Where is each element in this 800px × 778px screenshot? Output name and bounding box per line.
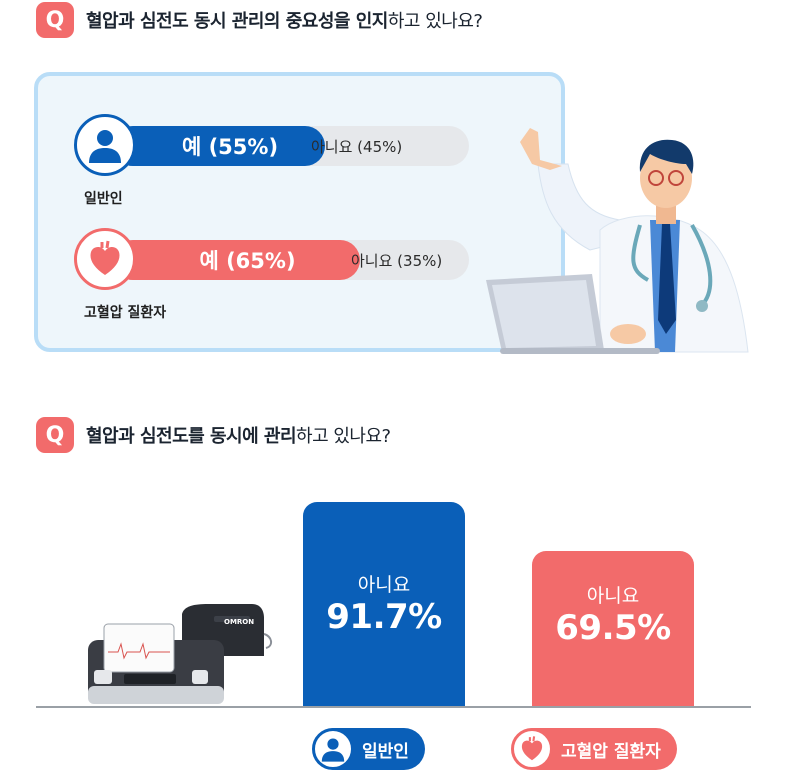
heart-icon [74,228,136,290]
category-label: 고혈압 질환자 [561,741,661,762]
no-label: 아니요 (35%) [351,251,443,270]
question-2-text: 혈압과 심전도를 동시에 관리하고 있나요? [86,422,391,448]
awareness-panel: 예 (55%) 아니요 (45%) 일반인 예 (65%) 아니요 (35%) … [34,72,565,352]
question-2-header: Q 혈압과 심전도를 동시에 관리하고 있나요? [36,417,391,453]
q-badge: Q [36,417,74,453]
q-badge: Q [36,2,74,38]
category-general: 일반인 [312,728,425,770]
bar-label: 아니요 [586,585,640,607]
chart-baseline [36,706,751,708]
question-1-bold: 혈압과 심전도 동시 관리의 중요성을 인지 [86,11,388,32]
yes-bar: 예 (55%) [113,126,325,166]
question-2-bold: 혈압과 심전도를 동시에 관리 [86,426,297,447]
question-1-text: 혈압과 심전도 동시 관리의 중요성을 인지하고 있나요? [86,7,483,33]
person-icon [312,728,354,770]
bar-value: 91.7% [326,597,442,637]
heart-icon [511,728,553,770]
bar: 아니요 69.5% [532,551,694,706]
no-label: 아니요 (45%) [311,137,403,156]
bar-label: 아니요 [357,574,411,596]
group-label: 일반인 [84,191,123,207]
person-icon [74,114,136,176]
omron-device-illustration: OMRON [88,604,272,704]
category-label: 일반인 [362,741,409,762]
question-2-normal: 하고 있나요? [296,426,391,447]
yes-bar: 예 (65%) [113,240,360,280]
doctor-illustration [486,128,749,354]
question-1-normal: 하고 있나요? [387,11,483,32]
category-hypertension: 고혈압 질환자 [511,728,677,770]
bar-value: 69.5% [555,608,671,648]
bar: 아니요 91.7% [303,502,465,706]
device-brand: OMRON [224,618,254,626]
question-1-header: Q 혈압과 심전도 동시 관리의 중요성을 인지하고 있나요? [36,2,483,38]
group-label: 고혈압 질환자 [84,305,167,321]
